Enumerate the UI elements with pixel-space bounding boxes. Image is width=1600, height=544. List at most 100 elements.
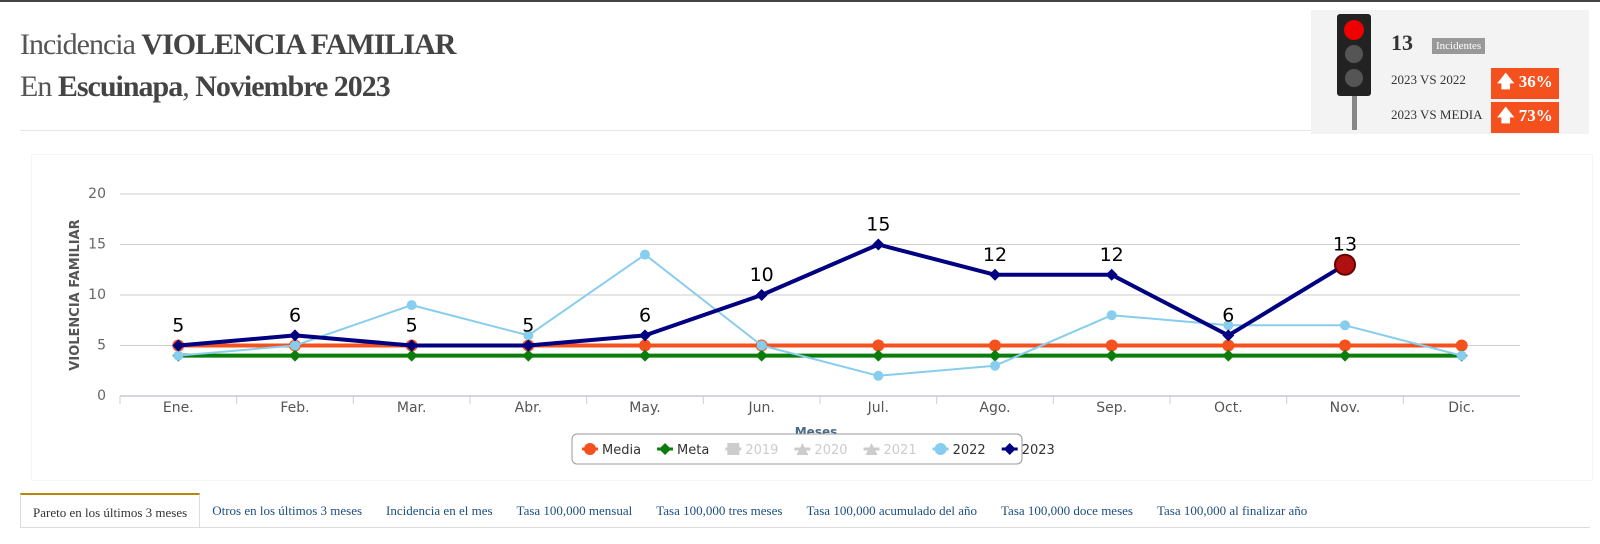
point [1456, 350, 1467, 361]
point [990, 360, 1000, 371]
x-tick-label: Sep. [1096, 400, 1127, 416]
point [173, 350, 184, 361]
point [640, 249, 650, 260]
data-label: 12 [1100, 244, 1124, 266]
legend-symbol [659, 443, 672, 455]
point [1223, 320, 1234, 331]
data-label: 6 [639, 304, 651, 326]
data-label: 5 [406, 315, 418, 337]
point [639, 329, 651, 342]
point [639, 349, 651, 362]
point [1222, 339, 1235, 352]
point [290, 340, 300, 351]
x-tick-label: Jul. [867, 400, 889, 416]
pct: 36% [1518, 72, 1553, 91]
title-prefix: Incidencia [20, 28, 136, 61]
point [523, 330, 534, 341]
tab[interactable]: Incidencia en el mes [386, 503, 493, 518]
tab[interactable]: Tasa 100,000 al finalizar año [1156, 503, 1308, 518]
data-label: 5 [172, 315, 184, 337]
point [406, 300, 417, 311]
point [1339, 339, 1351, 352]
point [989, 349, 1001, 362]
point [756, 340, 767, 351]
point [1222, 349, 1235, 362]
point [405, 349, 418, 362]
compare-value: 🡅 73% [1491, 102, 1559, 133]
divider [20, 130, 1560, 131]
y-tick-label: 0 [97, 388, 106, 404]
point [1455, 339, 1468, 352]
data-label: 12 [983, 244, 1007, 266]
data-label: 6 [289, 304, 301, 326]
y-tick-label: 10 [88, 287, 106, 303]
top-border [0, 0, 1600, 2]
count: 13 [1391, 30, 1413, 55]
tabs: Pareto en los últimos 3 meses Otros en lo… [20, 493, 1590, 528]
x-tick-label: Oct. [1214, 400, 1243, 416]
legend-symbol [796, 443, 809, 455]
title-bold: VIOLENCIA FAMILIAR [141, 28, 456, 61]
data-label: 5 [522, 315, 534, 337]
compare-label: 2023 VS MEDIA [1391, 107, 1483, 122]
compare-label: 2023 VS 2022 [1391, 72, 1466, 87]
tab[interactable]: Tasa 100,000 tres meses [656, 503, 783, 518]
x-tick-label: Mar. [397, 400, 427, 416]
point [1334, 253, 1356, 276]
compare-value: 🡅 36% [1491, 68, 1559, 99]
x-tick-label: Feb. [280, 400, 309, 416]
data-label: 13 [1333, 234, 1357, 256]
point [1105, 349, 1118, 362]
point [1339, 349, 1351, 362]
legend-label: Media [602, 443, 641, 458]
x-tick-label: Ago. [979, 400, 1010, 416]
y-axis-title: VIOLENCIA FAMILIAR [68, 219, 83, 370]
point [522, 339, 535, 352]
legend-symbol [934, 443, 947, 455]
point [289, 349, 301, 362]
point [755, 349, 768, 362]
x-tick-label: May. [629, 400, 660, 416]
chart: 0 5 10 15 20 VIOLENCIA FAMILIAR Ene. Feb. Mar. Ab… [68, 186, 1520, 465]
summary-box: 13 Incidentes 2023 VS 2022 🡅 36% 2023 VS… [1311, 10, 1589, 134]
legend-symbol [1003, 443, 1016, 455]
point [172, 339, 185, 352]
data-label: 15 [866, 214, 890, 236]
y-tick-label: 15 [88, 237, 106, 253]
point [872, 339, 885, 352]
point [755, 289, 768, 301]
y-tick-label: 20 [88, 186, 106, 202]
tab[interactable]: Tasa 100,000 doce meses [1001, 503, 1133, 518]
place: Escuinapa [57, 70, 183, 103]
tab[interactable]: Pareto en los últimos 3 meses [20, 493, 201, 527]
legend-label: Meta [677, 443, 709, 458]
x-tick-label: Dic. [1448, 400, 1475, 416]
y-tick-label: 5 [97, 338, 106, 354]
point [522, 349, 535, 362]
legend-symbol [584, 443, 596, 455]
separator: , [182, 70, 189, 103]
point [639, 339, 651, 352]
x-tick-label: Ene. [163, 400, 194, 416]
point [1222, 329, 1235, 342]
legend-label: 2023 [1022, 443, 1055, 458]
point [1105, 268, 1118, 281]
point [289, 329, 301, 342]
title: Incidencia VIOLENCIA FAMILIAR [20, 28, 456, 62]
point [872, 349, 885, 362]
line-2022 [178, 253, 1462, 377]
point [1106, 310, 1117, 321]
count-label: Incidentes [1432, 38, 1486, 54]
point [1105, 339, 1118, 352]
x-tick-label: Nov. [1330, 400, 1361, 416]
point [989, 268, 1001, 281]
pct: 73% [1518, 106, 1553, 125]
x-tick-label: Jun. [748, 400, 775, 416]
tab[interactable]: Otros en los últimos 3 meses [212, 503, 363, 518]
point [405, 339, 418, 352]
legend-label: 2022 [953, 443, 986, 458]
legend-label: 2019 [745, 443, 778, 458]
tab[interactable]: Tasa 100,000 mensual [516, 503, 633, 518]
tab[interactable]: Tasa 100,000 acumulado del año [806, 503, 978, 518]
